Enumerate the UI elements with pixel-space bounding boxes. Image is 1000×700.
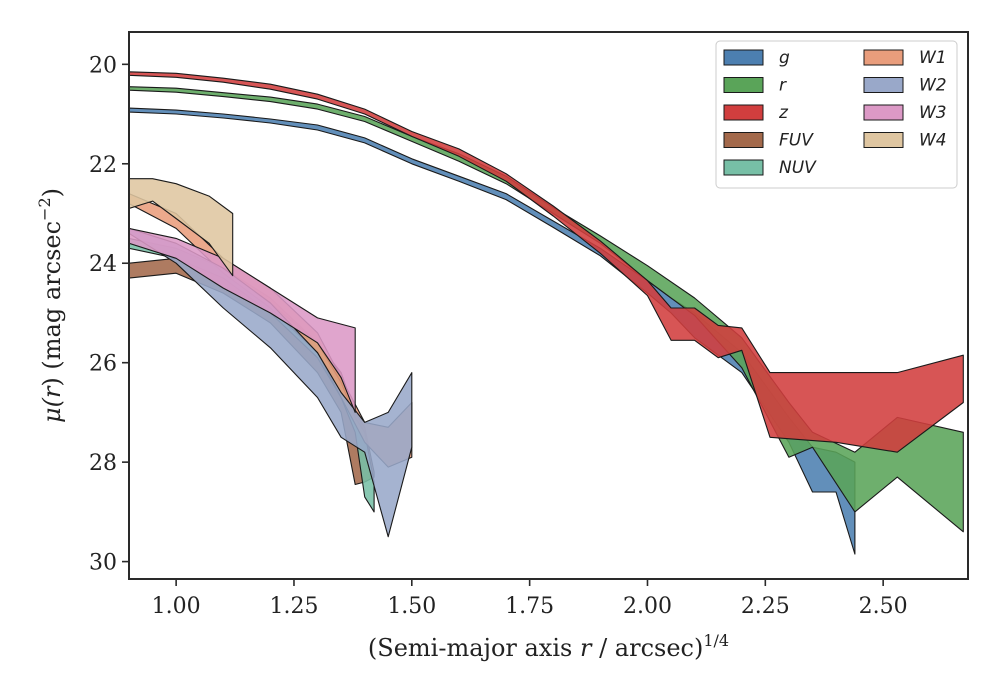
x-tick-label: 2.25 <box>741 594 790 619</box>
x-tick-label: 1.00 <box>152 594 201 619</box>
legend-swatch-fuv <box>723 132 764 148</box>
legend-label-w4: W4 <box>919 131 947 151</box>
x-axis-label: (Semi-major axis r / arcsec)1/4 <box>368 631 729 662</box>
series-layer <box>129 71 964 555</box>
series-band-w4 <box>129 178 234 277</box>
x-tick-label: 1.25 <box>269 594 318 619</box>
y-axis: 20 22 24 26 28 30 <box>89 53 129 576</box>
legend-swatch-g <box>723 49 764 66</box>
plot-frame <box>128 31 969 580</box>
y-tick-label: 30 <box>89 551 117 576</box>
legend-label-w2: W2 <box>919 76 947 96</box>
y-tick-label: 20 <box>89 53 117 78</box>
series-band-z <box>129 71 964 453</box>
x-axis: 1.00 1.25 1.50 1.75 2.00 2.25 2.50 <box>152 579 908 619</box>
legend-swatch-r <box>723 77 764 93</box>
legend-swatch-w2 <box>863 77 904 93</box>
legend-label-z: z <box>778 103 789 123</box>
x-tick-label: 2.50 <box>859 594 908 619</box>
legend-label-g: g <box>779 48 790 68</box>
y-tick-label: 28 <box>89 451 117 476</box>
legend-label-w1: W1 <box>919 48 947 68</box>
legend-label-nuv: NUV <box>779 158 817 178</box>
legend-swatch-z <box>723 104 764 121</box>
x-tick-label: 2.00 <box>623 594 672 619</box>
legend-label-w3: W3 <box>919 103 947 123</box>
legend-swatch-w4 <box>863 132 904 148</box>
y-tick-label: 26 <box>89 352 117 377</box>
x-tick-label: 1.50 <box>387 594 436 619</box>
y-tick-label: 24 <box>89 252 117 277</box>
legend-label-r: r <box>779 76 787 96</box>
y-axis-label: μ(r) (mag arcsec−2) <box>35 188 66 423</box>
legend-swatch-w1 <box>863 49 904 66</box>
legend-label-fuv: FUV <box>779 131 814 151</box>
y-tick-label: 22 <box>89 153 117 178</box>
x-tick-label: 1.75 <box>505 594 554 619</box>
legend-swatch-w3 <box>863 104 904 121</box>
legend-swatch-nuv <box>723 159 764 176</box>
legend: grz FUV NUV W1 W2 W3 W4 <box>715 40 958 189</box>
